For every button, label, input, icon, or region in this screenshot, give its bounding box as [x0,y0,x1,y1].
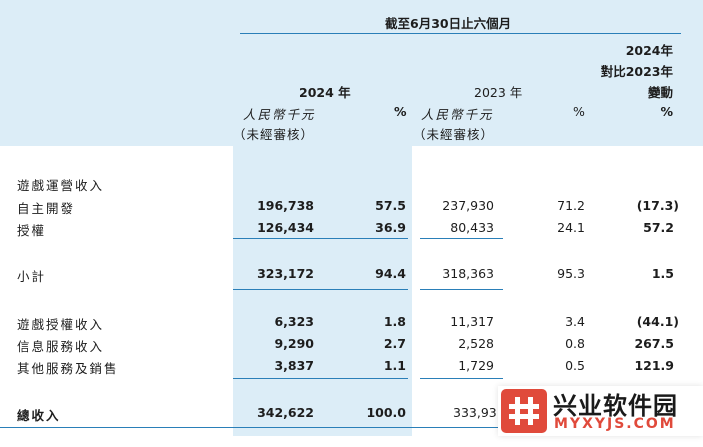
pct-2024: 1.1 [383,358,406,373]
value-2024: 196,738 [257,198,314,213]
change-pct-label: % [660,104,673,119]
value-2024: 6,323 [274,314,314,329]
row-label: 遊戲授權收入 [17,317,105,332]
pct-2023: 24.1 [557,220,585,235]
watermark: 兴业软件园 MYXYJS.COM [498,386,703,436]
rule-2024-other [233,378,408,379]
unaudited-2023-label: （未經審核） [413,127,495,142]
rule-2023-other [420,378,503,379]
value-2024: 126,434 [257,220,314,235]
pct-2024: 100.0 [366,405,406,420]
year-2024-label: 2024 年 [299,85,351,100]
pct-2023: 95.3 [557,266,585,281]
change-value: (44.1) [636,314,679,329]
watermark-logo-icon [501,389,547,433]
pct-2023: 3.4 [565,314,585,329]
highlight-column-2024 [233,146,412,436]
unaudited-2024-label: （未經審核） [233,127,315,142]
value-2023: 237,930 [442,198,494,213]
year-2023-label: 2023 年 [474,85,523,100]
row-label: 小計 [17,269,47,284]
pct-2024: 36.9 [375,220,406,235]
rule-2024-subtotal [233,289,408,290]
pct-2023: 0.8 [565,336,585,351]
value-2023: 333,93 [453,405,497,420]
value-2024: 342,622 [257,405,314,420]
period-rule [240,33,681,34]
row-label: 信息服務收入 [17,339,105,354]
value-2023: 11,317 [450,314,494,329]
pct-2024: 94.4 [375,266,406,281]
pct-2023: 71.2 [557,198,585,213]
row-label: 總收入 [17,408,61,423]
row-label: 其他服務及銷售 [17,361,119,376]
value-2023: 80,433 [450,220,494,235]
section-game-ops-label: 遊戲運營收入 [17,178,105,193]
bottom-rule [0,427,703,428]
pct-2023: 0.5 [565,358,585,373]
rule-2024-licensed [233,238,408,239]
pct-2024: 2.7 [383,336,406,351]
row-label: 自主開發 [17,201,76,216]
pct-2024: 1.8 [383,314,406,329]
value-2023: 1,729 [458,358,494,373]
pct-2023-label: % [573,104,585,119]
change-value: 57.2 [643,220,674,235]
change-value: (17.3) [636,198,679,213]
watermark-title: 兴业软件园 [553,392,678,420]
pct-2024: 57.5 [375,198,406,213]
change-compare-label: 對比2023年 [600,64,673,79]
change-year-label: 2024年 [625,43,673,58]
pct-2024-label: % [394,104,407,119]
rule-2023-subtotal [420,289,503,290]
change-value: 267.5 [634,336,674,351]
value-2024: 9,290 [274,336,314,351]
rmb-2024-label: 人民幣千元 [243,107,316,122]
value-2023: 2,528 [458,336,494,351]
change-value: 1.5 [651,266,674,281]
change-value: 121.9 [634,358,674,373]
row-label: 授權 [17,223,47,238]
value-2024: 323,172 [257,266,314,281]
rule-2023-licensed [420,238,503,239]
rmb-2023-label: 人民幣千元 [421,107,494,122]
header-band [0,0,703,146]
watermark-url: MYXYJS.COM [554,416,676,432]
period-title: 截至6月30日止六個月 [385,16,512,31]
change-label: 變動 [647,85,673,100]
value-2023: 318,363 [442,266,494,281]
value-2024: 3,837 [274,358,314,373]
